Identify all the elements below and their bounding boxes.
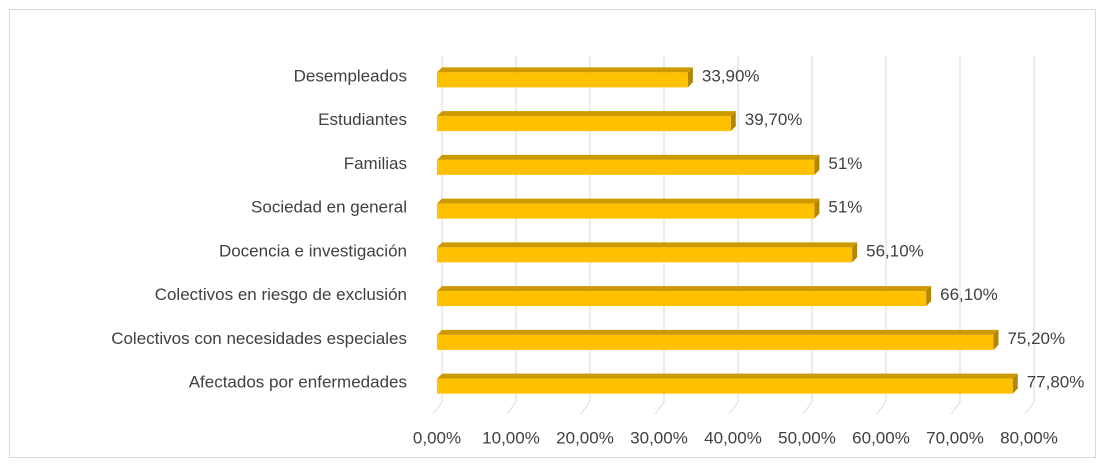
bar (437, 67, 693, 88)
bar-top (437, 373, 1018, 379)
y-tick-label: Colectivos con necesidades especiales (111, 329, 407, 348)
bar-front (437, 378, 1013, 394)
grid-line (950, 56, 961, 415)
bar-front (437, 247, 853, 263)
bar-side (730, 111, 736, 132)
bar (437, 198, 820, 219)
value-label: 51% (828, 154, 862, 173)
y-tick-label: Estudiantes (318, 110, 407, 129)
x-tick-label: 80,00% (1000, 428, 1058, 447)
value-label: 33,90% (702, 66, 760, 85)
bar (437, 154, 820, 175)
value-label: 77,80% (1027, 373, 1085, 392)
bar-side (814, 198, 820, 219)
bar (437, 329, 999, 350)
x-tick-label: 30,00% (630, 428, 688, 447)
x-tick-label: 50,00% (778, 428, 836, 447)
x-tick-label: 60,00% (852, 428, 910, 447)
y-tick-label: Desempleados (294, 66, 407, 85)
bar (437, 111, 736, 132)
bar-top (437, 286, 932, 292)
bar-front (437, 116, 731, 132)
x-tick-label: 40,00% (704, 428, 762, 447)
bar-top (437, 67, 693, 73)
y-tick-label: Sociedad en general (251, 198, 407, 217)
bar-front (437, 203, 815, 219)
bar (437, 286, 932, 307)
bar-side (814, 154, 820, 175)
bar-side (1012, 373, 1018, 394)
x-tick-label: 70,00% (926, 428, 984, 447)
y-tick-label: Docencia e investigación (219, 241, 407, 260)
bar-front (437, 159, 815, 175)
bar-front (437, 334, 994, 350)
bar (437, 242, 858, 263)
x-tick-label: 20,00% (556, 428, 614, 447)
y-tick-label: Afectados por enfermedades (189, 373, 407, 392)
y-tick-label: Familias (344, 154, 407, 173)
value-label: 66,10% (940, 285, 998, 304)
bar-top (437, 242, 858, 248)
value-label: 51% (828, 198, 862, 217)
y-tick-label: Colectivos en riesgo de exclusión (155, 285, 407, 304)
bar (437, 373, 1018, 394)
x-tick-label: 10,00% (482, 428, 540, 447)
bar-side (852, 242, 858, 263)
bar-top (437, 329, 999, 335)
bar-side (926, 286, 932, 307)
x-tick-label: 0,00% (413, 428, 461, 447)
bar-top (437, 198, 820, 204)
value-label: 39,70% (745, 110, 803, 129)
bar-front (437, 291, 927, 307)
grid-line (1024, 56, 1035, 415)
bar-front (437, 72, 688, 88)
grid-line (876, 56, 887, 415)
bar-side (993, 329, 999, 350)
value-label: 75,20% (1007, 329, 1065, 348)
bar-top (437, 111, 736, 117)
bar-top (437, 154, 820, 160)
value-label: 56,10% (866, 241, 924, 260)
bar-side (687, 67, 693, 88)
